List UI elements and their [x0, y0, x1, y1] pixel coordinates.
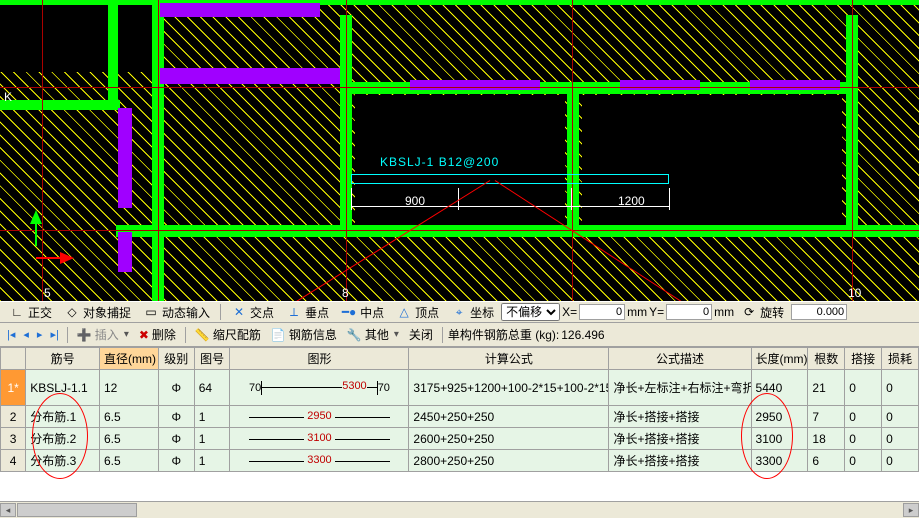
ucs-y-arrow — [30, 210, 42, 224]
btn-intersect[interactable]: ✕交点 — [226, 303, 279, 321]
col-header[interactable]: 图号 — [194, 348, 230, 370]
col-header[interactable]: 筋号 — [26, 348, 100, 370]
btn-osnap[interactable]: ◇对象捕捉 — [59, 303, 136, 321]
nav-last[interactable]: ▸| — [47, 328, 61, 341]
rebar-table-wrap: 筋号直径(mm)级别图号图形计算公式公式描述长度(mm)根数搭接损耗 1*KBS… — [0, 347, 919, 518]
total-value: 126.496 — [561, 328, 604, 342]
y-label: Y= — [649, 305, 664, 319]
col-header[interactable]: 根数 — [808, 348, 845, 370]
table-row[interactable]: 4分布筋.36.5Φ1 3300 2800+250+250净长+搭接+搭接330… — [1, 450, 919, 472]
btn-perp[interactable]: ⟂垂点 — [281, 303, 334, 321]
nav-prev[interactable]: ◂ — [20, 328, 32, 341]
x-readout[interactable] — [579, 304, 625, 320]
nav-next[interactable]: ▸ — [34, 328, 46, 341]
table-row[interactable]: 3分布筋.26.5Φ1 3100 2600+250+250净长+搭接+搭接310… — [1, 428, 919, 450]
btn-rebarinfo[interactable]: 📄钢筋信息 — [267, 325, 341, 345]
col-header[interactable]: 图形 — [230, 348, 409, 370]
hscrollbar[interactable]: ◂ ▸ — [0, 501, 919, 518]
col-header[interactable]: 级别 — [158, 348, 194, 370]
snap-toolbar: ∟正交 ◇对象捕捉 ▭动态输入 ✕交点 ⟂垂点 ━●中点 △顶点 ⌖坐标 不偏移… — [0, 301, 919, 323]
btn-rotate[interactable]: ⟳旋转 — [736, 303, 789, 321]
row-index[interactable]: 1* — [1, 370, 26, 406]
ucs-x-arrow — [60, 252, 74, 264]
btn-insert[interactable]: ➕插入▾ — [73, 325, 133, 345]
btn-coord[interactable]: ⌖坐标 — [446, 303, 499, 321]
col-header[interactable]: 长度(mm) — [751, 348, 808, 370]
shape-cell[interactable]: 70530070 — [230, 370, 409, 406]
table-row[interactable]: 2分布筋.16.5Φ1 2950 2450+250+250净长+搭接+搭接295… — [1, 406, 919, 428]
grid-bubble-8: 8 — [342, 286, 349, 300]
row-index[interactable]: 3 — [1, 428, 26, 450]
col-header[interactable] — [1, 348, 26, 370]
btn-ortho[interactable]: ∟正交 — [4, 303, 57, 321]
row-index[interactable]: 4 — [1, 450, 26, 472]
btn-close[interactable]: 关闭 — [405, 325, 437, 345]
grid-bubble-5: 5 — [44, 286, 51, 300]
btn-other[interactable]: 🔧其他▾ — [343, 325, 403, 345]
shape-cell[interactable]: 2950 — [230, 406, 409, 428]
btn-mid[interactable]: ━●中点 — [336, 303, 389, 321]
cad-viewport[interactable]: KBSLJ-1 B12@200 900 1200 5 8 10 K — [0, 0, 919, 301]
col-header[interactable]: 直径(mm) — [99, 348, 158, 370]
grid-bubble-10: 10 — [848, 286, 861, 300]
rebar-table[interactable]: 筋号直径(mm)级别图号图形计算公式公式描述长度(mm)根数搭接损耗 1*KBS… — [0, 347, 919, 472]
rot-readout[interactable] — [791, 304, 847, 320]
cad-member-label: KBSLJ-1 B12@200 — [380, 155, 499, 169]
col-header[interactable]: 损耗 — [882, 348, 919, 370]
total-label: 单构件钢筋总重 (kg): — [448, 326, 559, 343]
offset-select[interactable]: 不偏移 — [501, 303, 560, 321]
btn-shrink[interactable]: 📏缩尺配筋 — [191, 325, 265, 345]
btn-dyninput[interactable]: ▭动态输入 — [138, 303, 215, 321]
btn-apex[interactable]: △顶点 — [391, 303, 444, 321]
ruler-k: K — [4, 90, 12, 104]
shape-cell[interactable]: 3300 — [230, 450, 409, 472]
shape-cell[interactable]: 3100 — [230, 428, 409, 450]
x-label: X= — [562, 305, 577, 319]
col-header[interactable]: 公式描述 — [609, 348, 751, 370]
nav-first[interactable]: |◂ — [4, 328, 18, 341]
table-row[interactable]: 1*KBSLJ-1.112Φ64705300703175+925+1200+10… — [1, 370, 919, 406]
btn-delete[interactable]: ✖删除 — [135, 325, 180, 345]
y-readout[interactable] — [666, 304, 712, 320]
col-header[interactable]: 搭接 — [845, 348, 882, 370]
col-header[interactable]: 计算公式 — [409, 348, 609, 370]
row-index[interactable]: 2 — [1, 406, 26, 428]
data-toolbar: |◂ ◂ ▸ ▸| ➕插入▾ ✖删除 📏缩尺配筋 📄钢筋信息 🔧其他▾ 关闭 单… — [0, 323, 919, 347]
